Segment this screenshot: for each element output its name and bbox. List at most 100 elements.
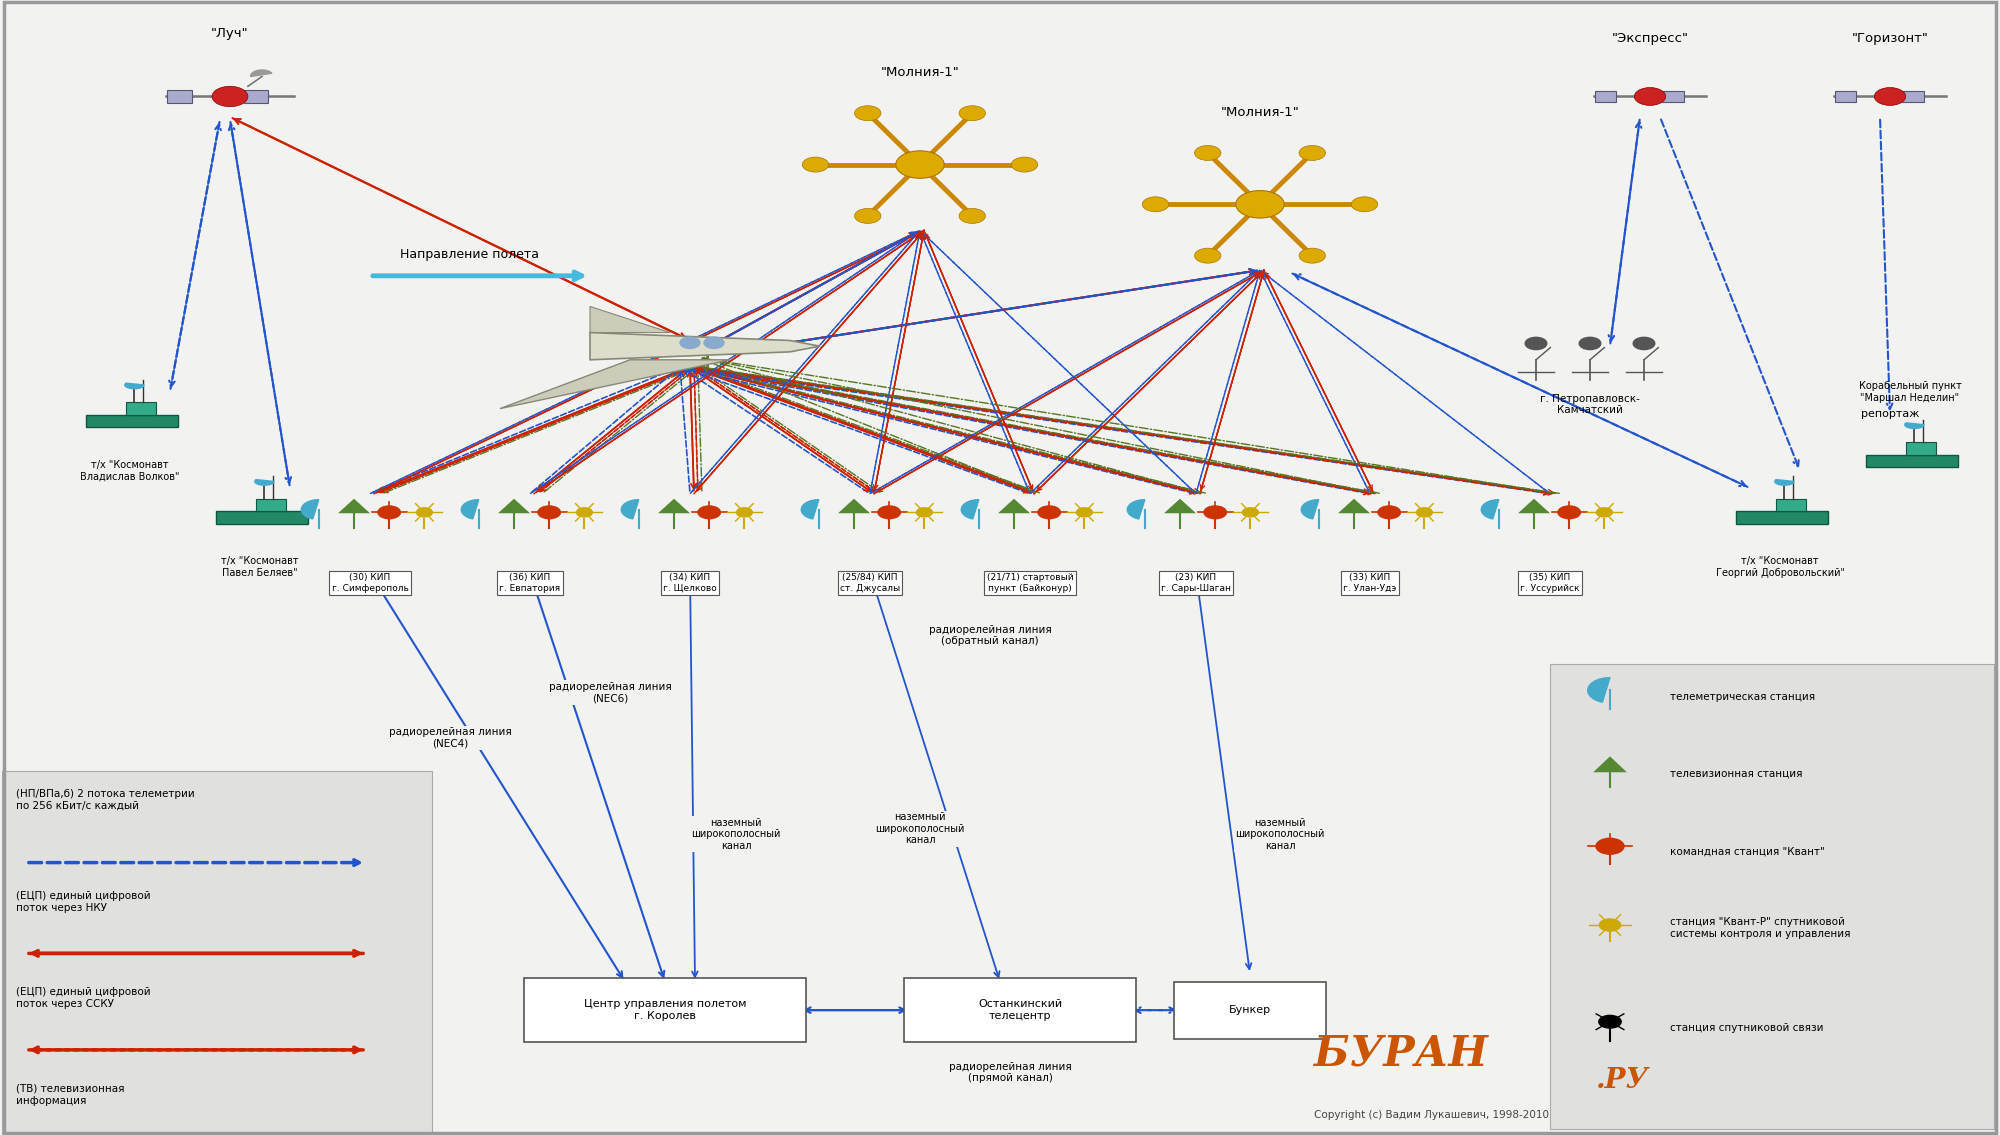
Circle shape [1300,249,1326,263]
Text: "Экспресс": "Экспресс" [1612,33,1688,45]
Text: радиорелейная линия
(NEC4): радиорелейная линия (NEC4) [388,726,512,749]
Text: Copyright (c) Вадим Лукашевич, 1998-2010: Copyright (c) Вадим Лукашевич, 1998-2010 [1314,1110,1548,1119]
Text: наземный
широкополосный
канал: наземный широкополосный канал [1236,817,1324,851]
Polygon shape [216,512,308,524]
Circle shape [1600,919,1620,931]
Circle shape [1598,1016,1622,1028]
Polygon shape [124,384,144,388]
Circle shape [576,507,592,516]
Circle shape [212,86,248,107]
Circle shape [878,506,900,519]
Circle shape [680,337,700,348]
Circle shape [1194,145,1220,160]
Polygon shape [838,498,870,513]
Polygon shape [1588,678,1610,703]
Circle shape [416,507,432,516]
Polygon shape [590,306,670,333]
Text: (36) КИП
г. Евпатория: (36) КИП г. Евпатория [500,573,560,592]
Polygon shape [1736,512,1828,524]
Circle shape [1038,506,1060,519]
Circle shape [1242,507,1258,516]
Polygon shape [500,360,730,409]
Circle shape [736,507,752,516]
Polygon shape [1774,480,1794,485]
Text: .РУ: .РУ [1596,1067,1648,1094]
Text: (ТВ) телевизионная
информация: (ТВ) телевизионная информация [16,1084,124,1105]
Polygon shape [962,499,978,519]
Polygon shape [1904,423,1924,428]
Text: репортаж: репортаж [1860,410,1920,419]
Text: Корабельный пункт
"Маршал Неделин": Корабельный пункт "Маршал Неделин" [1858,381,1962,403]
Polygon shape [254,480,274,485]
Polygon shape [1302,499,1318,519]
Circle shape [1352,196,1378,212]
Polygon shape [1866,455,1958,468]
Polygon shape [998,498,1030,513]
Text: радиорелейная линия
(прямой канал): радиорелейная линия (прямой канал) [948,1061,1072,1084]
Polygon shape [338,498,370,513]
FancyBboxPatch shape [126,403,156,415]
Text: Направление полета: Направление полета [400,247,540,261]
Text: (35) КИП
г. Уссурийск: (35) КИП г. Уссурийск [1520,573,1580,592]
Circle shape [1580,337,1600,350]
Text: командная станция "Квант": командная станция "Квант" [1670,846,1824,856]
Text: "Молния-1": "Молния-1" [1220,107,1300,119]
Circle shape [1874,87,1906,106]
Circle shape [538,506,560,519]
Text: (21/71) стартовый
пункт (Байконур): (21/71) стартовый пункт (Байконур) [986,573,1074,592]
Polygon shape [250,70,272,76]
FancyBboxPatch shape [244,90,268,103]
Text: (23) КИП
г. Сары-Шаган: (23) КИП г. Сары-Шаган [1160,573,1232,592]
Polygon shape [1518,498,1550,513]
Polygon shape [498,498,530,513]
Text: Останкинский
телецентр: Останкинский телецентр [978,999,1062,1022]
Text: Центр управления полетом
г. Королев: Центр управления полетом г. Королев [584,999,746,1022]
Polygon shape [658,498,690,513]
Circle shape [802,157,828,173]
Text: станция "Квант-Р" спутниковой
системы контроля и управления: станция "Квант-Р" спутниковой системы ко… [1670,917,1850,939]
Text: г. Петропавловск-
Камчатский: г. Петропавловск- Камчатский [1540,394,1640,415]
Text: телеметрическая станция: телеметрическая станция [1670,691,1816,701]
Circle shape [916,507,932,516]
Circle shape [1558,506,1580,519]
Circle shape [1416,507,1432,516]
FancyBboxPatch shape [1174,982,1326,1039]
FancyBboxPatch shape [168,90,192,103]
Polygon shape [1338,498,1370,513]
FancyBboxPatch shape [524,978,806,1042]
Circle shape [1596,839,1624,855]
Text: (25/84) КИП
ст. Джусалы: (25/84) КИП ст. Джусалы [840,573,900,592]
FancyBboxPatch shape [904,978,1136,1042]
FancyBboxPatch shape [1776,499,1806,512]
Text: (ЕЦП) единый цифровой
поток через ССКУ: (ЕЦП) единый цифровой поток через ССКУ [16,987,150,1009]
Circle shape [960,209,986,224]
Circle shape [698,506,720,519]
Circle shape [704,337,724,348]
Text: т/х "Космонавт
Владислав Волков": т/х "Космонавт Владислав Волков" [80,460,180,481]
Text: наземный
широкополосный
канал: наземный широкополосный канал [692,817,780,851]
Polygon shape [86,415,178,428]
Polygon shape [1482,499,1498,519]
Circle shape [1194,249,1220,263]
Polygon shape [1164,498,1196,513]
Text: (30) КИП
г. Симферополь: (30) КИП г. Симферополь [332,573,408,592]
Circle shape [1526,337,1546,350]
Circle shape [1204,506,1226,519]
Text: наземный
широкополосный
канал: наземный широкополосный канал [876,812,964,846]
Circle shape [854,209,880,224]
Text: станция спутниковой связи: станция спутниковой связи [1670,1023,1824,1033]
Circle shape [896,151,944,178]
Polygon shape [1594,756,1626,772]
Text: радиорелейная линия
(обратный канал): радиорелейная линия (обратный канал) [928,624,1052,647]
Text: (НП/ВПа,б) 2 потока телеметрии
по 256 кБит/с каждый: (НП/ВПа,б) 2 потока телеметрии по 256 кБ… [16,789,194,810]
Text: БУРАН: БУРАН [1314,1032,1488,1075]
Polygon shape [1128,499,1144,519]
Text: радиорелейная линия
(NEC6): радиорелейная линия (NEC6) [548,681,672,704]
Circle shape [1076,507,1092,516]
Text: (34) КИП
г. Щелково: (34) КИП г. Щелково [664,573,716,592]
FancyBboxPatch shape [1596,91,1616,102]
FancyBboxPatch shape [1550,664,1994,1129]
FancyBboxPatch shape [1906,443,1936,455]
Circle shape [1236,191,1284,218]
Text: т/х "Космонавт
Георгий Добровольский": т/х "Космонавт Георгий Добровольский" [1716,556,1844,578]
